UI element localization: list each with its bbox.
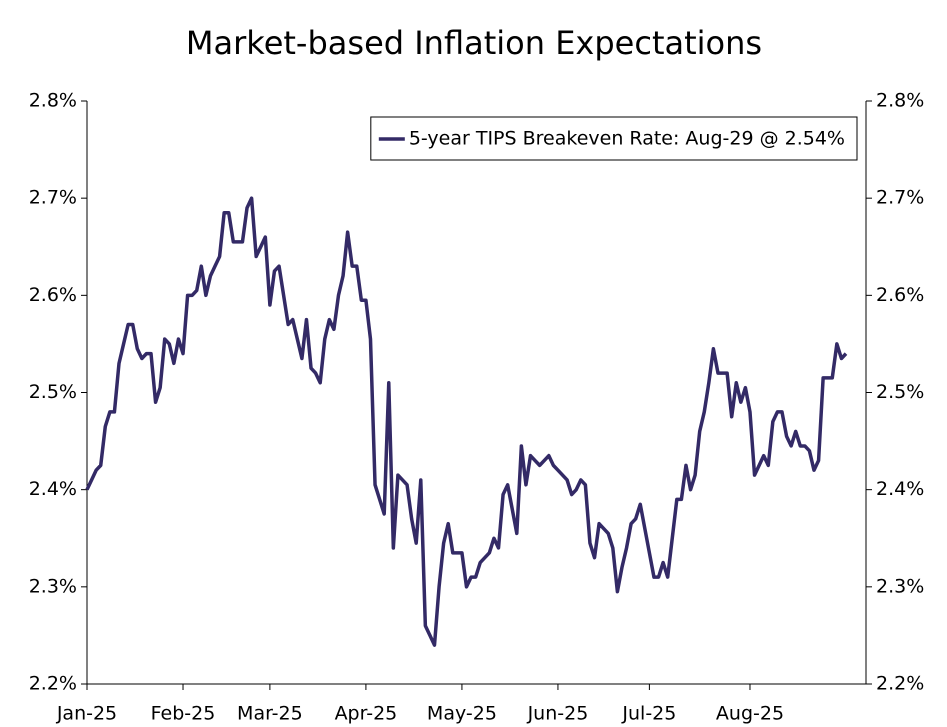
y2-tick-label: 2.7% <box>876 187 924 209</box>
x-tick-label: Jun-25 <box>527 703 589 725</box>
chart-title: Market-based Inflation Expectations <box>186 24 762 62</box>
y2-tick-label: 2.4% <box>876 478 924 500</box>
x-tick-label: Apr-25 <box>335 703 398 725</box>
y2-tick-label: 2.8% <box>876 90 924 112</box>
legend-label: 5-year TIPS Breakeven Rate: Aug-29 @ 2.5… <box>409 128 845 150</box>
x-tick-label: Jan-25 <box>56 703 117 725</box>
y-tick-label: 2.3% <box>29 575 77 597</box>
y-tick-label: 2.5% <box>29 381 77 403</box>
y-tick-label: 2.4% <box>29 478 77 500</box>
y-tick-label: 2.2% <box>29 673 77 695</box>
x-tick-label: Mar-25 <box>237 703 303 725</box>
y-tick-label: 2.6% <box>29 284 77 306</box>
x-tick-label: May-25 <box>427 703 497 725</box>
y2-tick-label: 2.2% <box>876 673 924 695</box>
y-tick-label: 2.8% <box>29 90 77 112</box>
y-tick-label: 2.7% <box>29 187 77 209</box>
y2-tick-label: 2.5% <box>876 381 924 403</box>
x-tick-label: Jul-25 <box>621 703 676 725</box>
y2-tick-label: 2.3% <box>876 575 924 597</box>
y2-tick-label: 2.6% <box>876 284 924 306</box>
line-series <box>85 196 848 647</box>
x-tick-label: Feb-25 <box>151 703 216 725</box>
legend-box <box>370 116 858 161</box>
x-tick-label: Aug-25 <box>716 703 784 725</box>
